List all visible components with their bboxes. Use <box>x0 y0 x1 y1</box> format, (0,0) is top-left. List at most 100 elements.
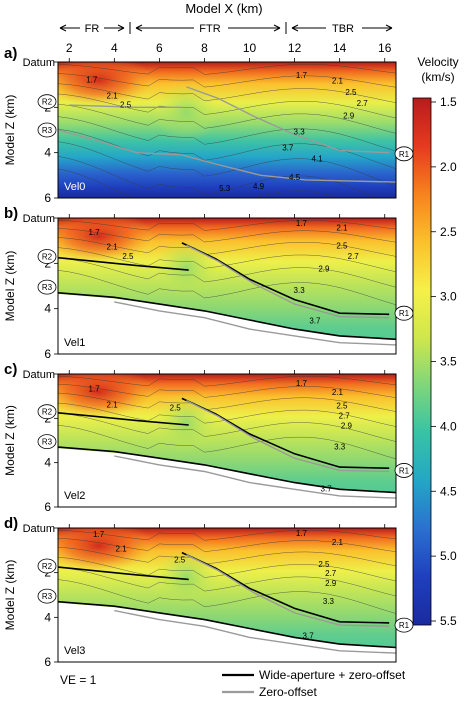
zero-offset-reflector <box>186 554 390 627</box>
svg-text:R1: R1 <box>399 466 410 475</box>
velocity-contour-line <box>58 141 396 187</box>
contour-label: 4.9 <box>253 182 265 191</box>
contour-label: 2.5 <box>318 560 330 569</box>
y-tick-label: 4 <box>44 456 51 470</box>
svg-text:R3: R3 <box>42 592 53 601</box>
model-name-label: Vel2 <box>64 490 85 502</box>
legend-wide-aperture-label: Wide-aperture + zero-offset <box>259 668 406 682</box>
contour-label: 2.9 <box>325 579 337 588</box>
velocity-contour-line <box>58 567 396 597</box>
contour-label: 2.5 <box>122 252 134 261</box>
velocity-contour-line <box>58 128 396 169</box>
y-axis-title: Model Z (km) <box>3 251 17 322</box>
reflector-r3-marker: R3 <box>37 588 57 604</box>
contour-label: 1.7 <box>296 379 308 388</box>
velocity-contour-line <box>58 529 396 541</box>
reflector-r3-marker: R3 <box>37 279 57 295</box>
wide-aperture-reflector <box>58 292 396 341</box>
velocity-contour-line <box>58 83 396 103</box>
panel-frame <box>57 527 397 663</box>
colorbar-tick-label: 5.0 <box>440 549 457 563</box>
velocity-panel-vel3: 1.72.12.51.72.12.52.72.93.33.7246DatumMo… <box>3 515 414 669</box>
contour-label: 1.7 <box>93 530 105 539</box>
velocity-contour-line <box>58 73 396 88</box>
velocity-panel-vel0: 1.72.12.51.72.12.52.72.93.33.74.14.55.3 4… <box>3 41 414 205</box>
y-tick-label: 6 <box>44 655 51 669</box>
contour-label: 2.7 <box>357 99 369 108</box>
contour-label: 2.9 <box>343 112 355 121</box>
datum-label: Datum <box>23 57 55 69</box>
y-tick-label: 6 <box>44 191 51 205</box>
contour-label: 2.5 <box>345 88 357 97</box>
contour-label: 3.7 <box>321 485 333 494</box>
velocity-colorbar: Velocity (km/s) 1.5 2.0 2.5 3.0 3.5 4.0 4.5 5.0… <box>412 55 459 628</box>
zero-offset-reflector <box>114 455 396 499</box>
x-tick-label: 14 <box>333 41 347 55</box>
x-tick-label: 6 <box>156 41 163 55</box>
reflector-r1-marker: R1 <box>394 146 414 162</box>
zero-offset-reflector <box>186 244 390 319</box>
contour-label: 1.7 <box>296 71 308 80</box>
zone-header: Model X (km) FR FTR TBR <box>59 1 393 35</box>
panel-label: b) <box>4 205 18 222</box>
velocity-contour-line <box>58 392 396 412</box>
velocity-contour-line <box>58 412 396 442</box>
velocity-contour-line <box>58 64 396 75</box>
wide-aperture-reflector <box>58 446 396 494</box>
svg-text:R3: R3 <box>42 126 53 135</box>
panel-label: a) <box>4 45 17 62</box>
wide-aperture-reflector <box>181 397 390 469</box>
contour-label: 2.5 <box>336 401 348 410</box>
model-name-label: Vel0 <box>64 181 85 193</box>
zone-ftr-label: FTR <box>199 23 220 35</box>
contour-label: 3.3 <box>294 286 306 295</box>
zone-arrows <box>59 22 393 34</box>
svg-text:R1: R1 <box>399 621 410 630</box>
colorbar-tick-label: 2.5 <box>440 225 457 239</box>
vertical-exaggeration-label: VE = 1 <box>60 673 97 687</box>
panel-frame <box>57 373 397 508</box>
x-tick-label: 12 <box>288 41 302 55</box>
contour-label: 2.1 <box>332 77 344 86</box>
contour-label: 3.7 <box>282 143 294 152</box>
contour-label: 2.5 <box>170 404 182 413</box>
shallow-low-velocity-zone <box>58 62 154 107</box>
y-tick-label: 6 <box>44 347 51 361</box>
reflector-r3-marker: R3 <box>37 434 57 450</box>
wide-aperture-reflector <box>58 600 396 649</box>
zero-offset-reflector <box>58 129 396 183</box>
wide-aperture-reflector <box>58 256 189 271</box>
contour-label: 2.1 <box>107 243 119 252</box>
panel-label: d) <box>4 515 18 532</box>
colorbar-unit: (km/s) <box>421 70 454 84</box>
contour-label: 2.1 <box>336 224 348 233</box>
velocity-panel-vel1: 1.72.12.51.72.12.52.72.93.33.7246DatumMo… <box>3 205 414 361</box>
colorbar-ticks: 1.5 2.0 2.5 3.0 3.5 4.0 4.5 5.0 5.5 <box>431 95 457 628</box>
contour-label: 1.7 <box>86 75 98 84</box>
velocity-contour-line <box>58 546 396 567</box>
colorbar-gradient <box>412 97 432 626</box>
y-tick-label: 4 <box>44 302 51 316</box>
reflector-r3-marker: R3 <box>37 122 57 138</box>
contour-label: 2.7 <box>339 411 351 420</box>
contour-label: 3.7 <box>309 316 321 325</box>
svg-text:R3: R3 <box>42 438 53 447</box>
contour-label: 2.1 <box>107 91 119 100</box>
velocity-contour-line <box>58 237 396 257</box>
legend-zero-offset-label: Zero-offset <box>259 685 317 699</box>
contour-label: 3.3 <box>323 597 335 606</box>
zone-fr-label: FR <box>85 23 100 35</box>
svg-text:R2: R2 <box>42 408 53 417</box>
model-name-label: Vel1 <box>64 337 85 349</box>
contour-label: 2.7 <box>325 569 337 578</box>
reflector-r1-marker: R1 <box>394 463 414 478</box>
velocity-contour-line <box>58 168 339 198</box>
colorbar-tick-label: 3.0 <box>440 290 457 304</box>
colorbar-tick-label: 3.5 <box>440 355 457 369</box>
contour-label: 2.9 <box>318 264 330 273</box>
zone-tbr-label: TBR <box>332 23 354 35</box>
x-tick-label: 16 <box>378 41 392 55</box>
wide-aperture-reflector <box>58 566 189 581</box>
ftr-velocity-anomaly <box>154 81 219 142</box>
wide-aperture-reflector <box>58 412 189 426</box>
